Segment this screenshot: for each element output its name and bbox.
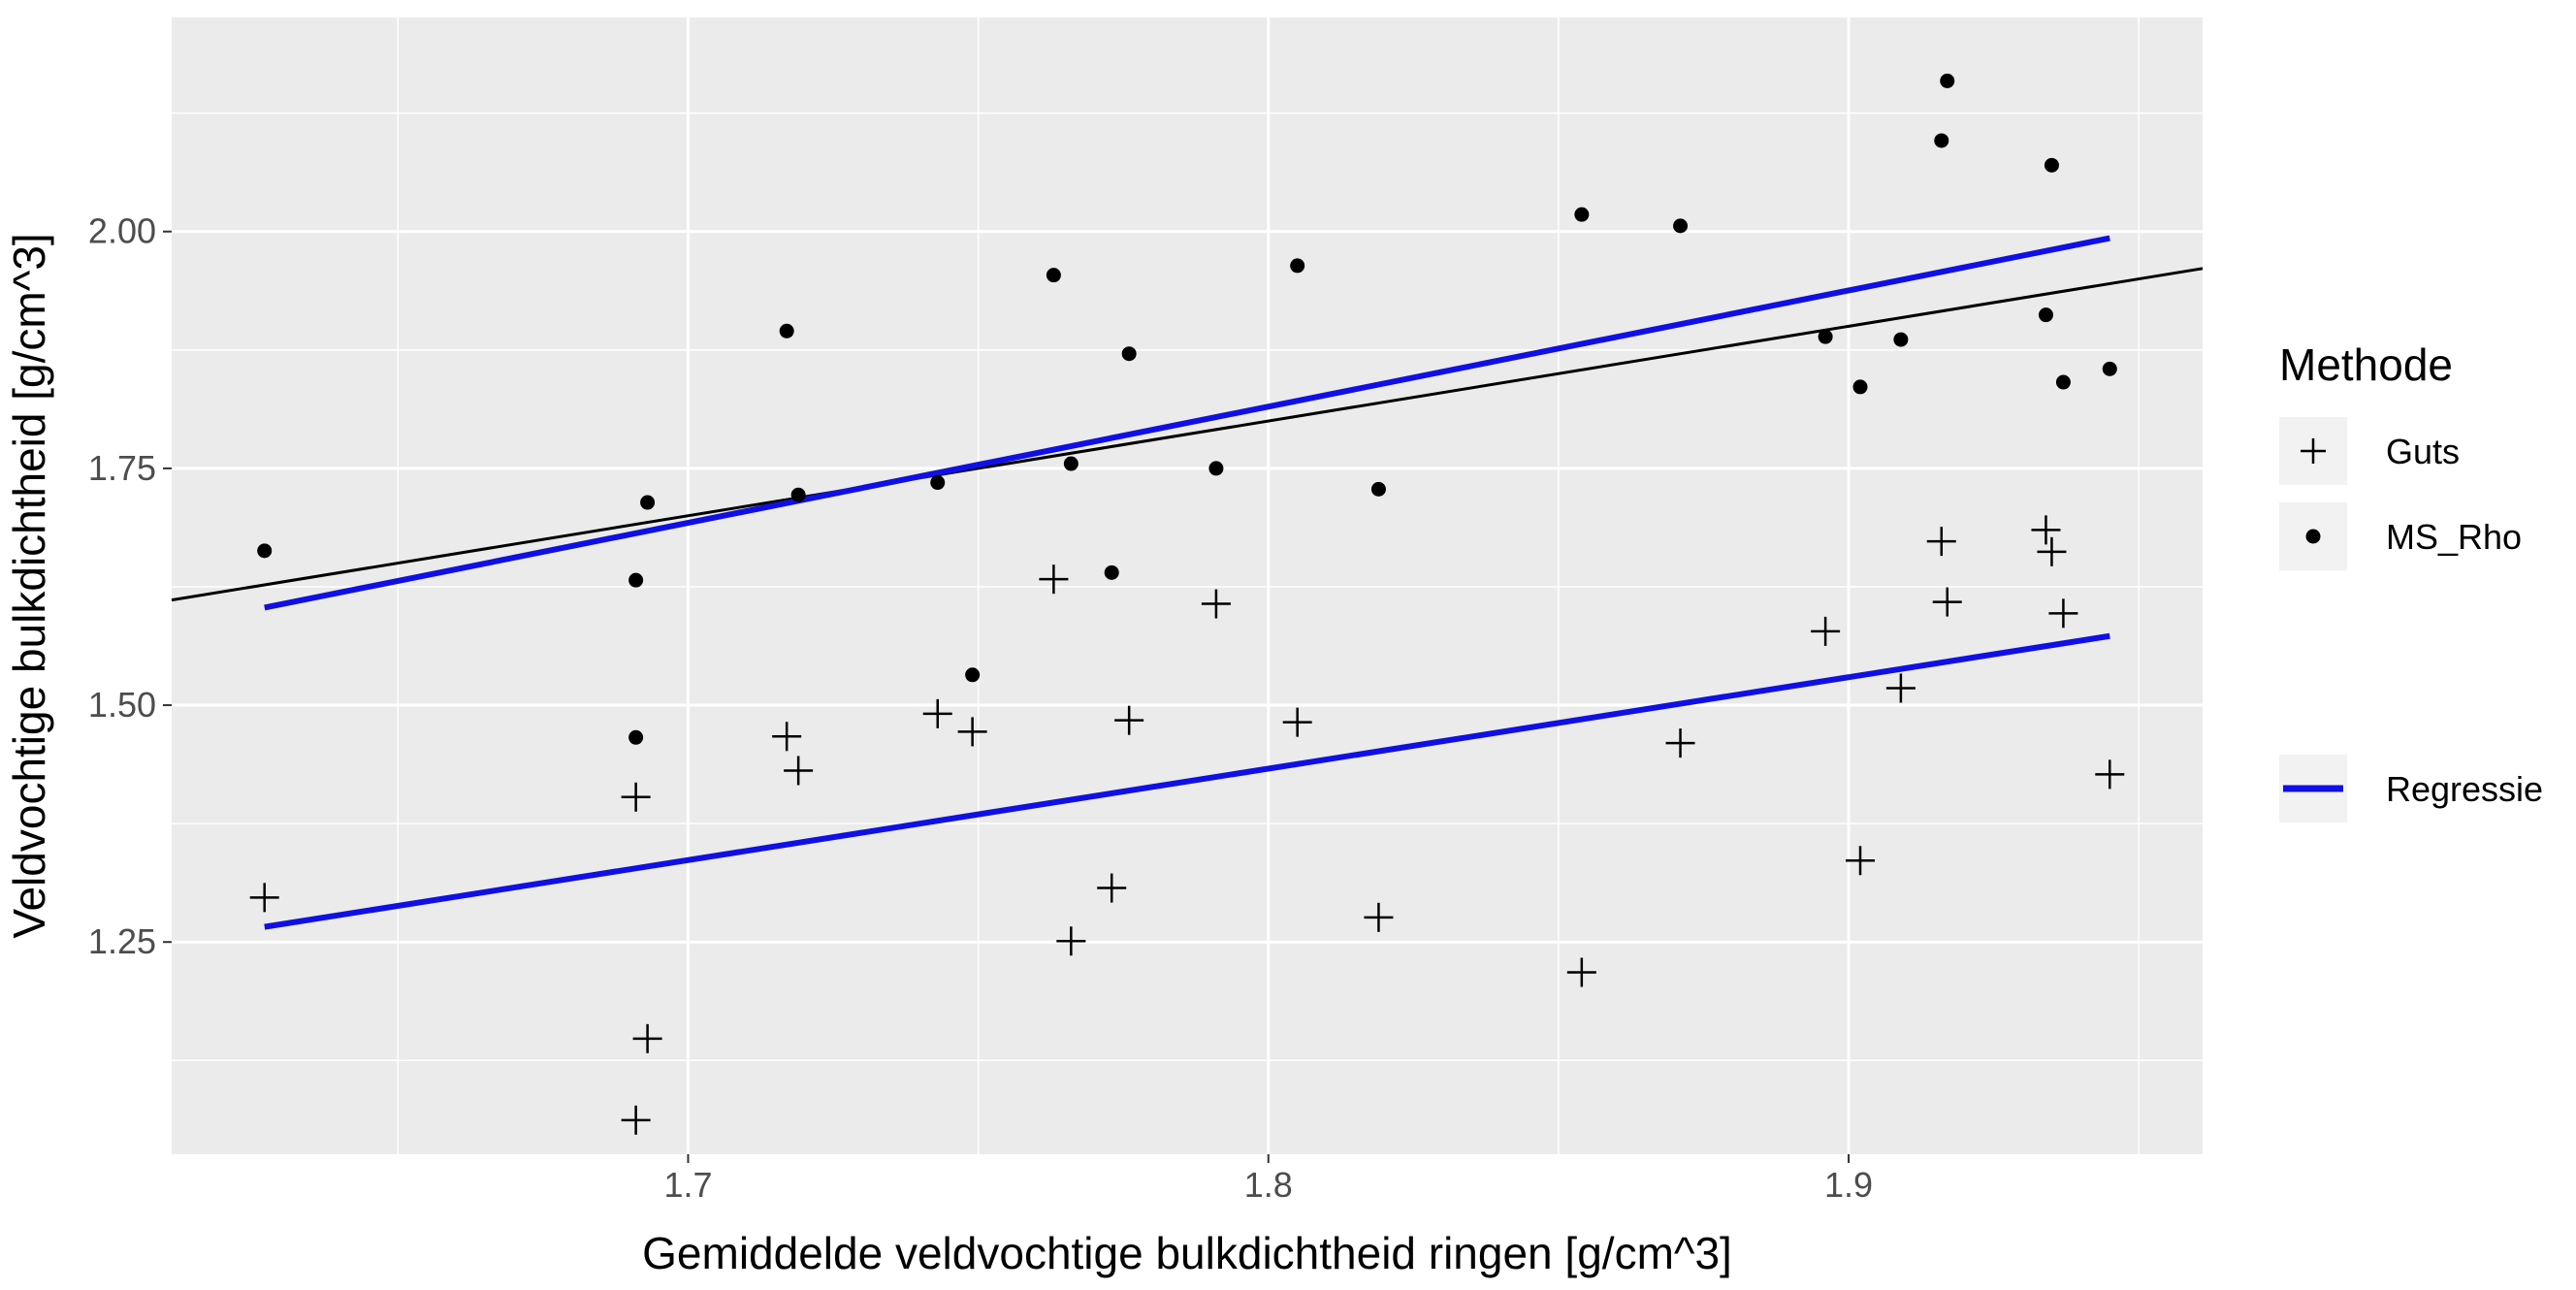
regression-line-1 xyxy=(264,632,2110,930)
point-ms-rho xyxy=(2044,157,2059,173)
x-axis-title: Gemiddelde veldvochtige bulkdichtheid ri… xyxy=(642,1228,1732,1278)
y-tick-label: 1.50 xyxy=(88,685,156,725)
point-ms-rho xyxy=(2038,307,2053,323)
point-guts xyxy=(1811,616,1841,646)
point-guts xyxy=(1932,587,1962,617)
legend: Methode Guts MS_Rho Regressie xyxy=(2279,339,2543,822)
legend-guts-plus-icon xyxy=(2301,438,2326,464)
point-ms-rho xyxy=(1934,133,1949,148)
y-tick-label: 1.25 xyxy=(88,921,156,961)
point-guts xyxy=(621,1105,651,1135)
legend-label-ms-rho: MS_Rho xyxy=(2386,517,2522,557)
point-guts xyxy=(1056,926,1086,956)
point-ms-rho xyxy=(257,543,273,559)
point-guts xyxy=(1282,707,1312,737)
point-guts xyxy=(957,717,987,747)
point-guts xyxy=(1566,957,1596,987)
x-tick-label: 1.8 xyxy=(1244,1165,1293,1205)
point-ms-rho xyxy=(1290,258,1305,274)
point-guts xyxy=(1039,564,1069,595)
point-guts xyxy=(2031,515,2061,545)
x-tick-label: 1.9 xyxy=(1824,1165,1873,1205)
point-guts xyxy=(621,782,651,812)
point-guts xyxy=(249,883,279,913)
point-guts xyxy=(1926,527,1956,557)
point-ms-rho xyxy=(1370,481,1386,497)
point-ms-rho xyxy=(1893,332,1909,347)
point-ms-rho xyxy=(965,667,981,683)
point-ms-rho xyxy=(1104,564,1119,580)
legend-title: Methode xyxy=(2279,339,2453,390)
point-ms-rho xyxy=(640,495,656,510)
point-ms-rho xyxy=(930,475,946,491)
point-guts xyxy=(1846,846,1876,876)
point-guts xyxy=(922,698,952,728)
regression-line-0 xyxy=(264,235,2110,611)
regression-lines xyxy=(264,235,2110,930)
point-ms-rho xyxy=(1046,268,1061,283)
point-ms-rho xyxy=(1852,379,1868,395)
point-guts xyxy=(1097,873,1127,903)
legend-label-regressie: Regressie xyxy=(2386,769,2543,809)
point-ms-rho xyxy=(2102,361,2117,376)
data-points xyxy=(249,73,2125,1135)
legend-ms-rho-dot-icon xyxy=(2305,529,2321,544)
point-guts xyxy=(2037,536,2067,566)
point-guts xyxy=(772,722,802,752)
point-ms-rho xyxy=(1208,461,1224,476)
legend-label-guts: Guts xyxy=(2386,432,2460,471)
point-ms-rho xyxy=(1940,73,1955,88)
y-tick-label: 1.75 xyxy=(88,448,156,488)
point-guts xyxy=(2095,759,2125,790)
major-gridlines xyxy=(172,17,2203,1154)
y-axis-ticks: 1.25 1.50 1.75 2.00 xyxy=(88,211,172,961)
point-guts xyxy=(1885,673,1916,703)
point-ms-rho xyxy=(1121,346,1137,362)
point-ms-rho xyxy=(628,572,644,588)
point-ms-rho xyxy=(1574,207,1590,222)
point-ms-rho xyxy=(2055,374,2071,390)
x-axis-ticks: 1.7 1.8 1.9 xyxy=(663,1154,1873,1205)
reference-line-y-equals-x xyxy=(171,267,2204,602)
x-tick-label: 1.7 xyxy=(663,1165,712,1205)
point-ms-rho xyxy=(1063,456,1079,471)
plot-panel xyxy=(172,17,2203,1154)
point-ms-rho xyxy=(1673,218,1689,234)
point-guts xyxy=(632,1023,662,1053)
point-guts xyxy=(1665,728,1695,758)
y-axis-title: Veldvochtige bulkdichtheid [g/cm^3] xyxy=(4,233,54,938)
point-guts xyxy=(1201,589,1231,619)
point-ms-rho xyxy=(790,487,806,502)
point-guts xyxy=(2048,598,2078,629)
point-ms-rho xyxy=(628,729,644,745)
point-guts xyxy=(1114,705,1144,735)
reference-line xyxy=(171,267,2204,602)
minor-gridlines xyxy=(172,17,2203,1154)
point-ms-rho xyxy=(1818,329,1833,344)
point-ms-rho xyxy=(779,323,794,339)
y-tick-label: 2.00 xyxy=(88,211,156,251)
point-guts xyxy=(1364,902,1394,932)
point-guts xyxy=(784,756,814,786)
